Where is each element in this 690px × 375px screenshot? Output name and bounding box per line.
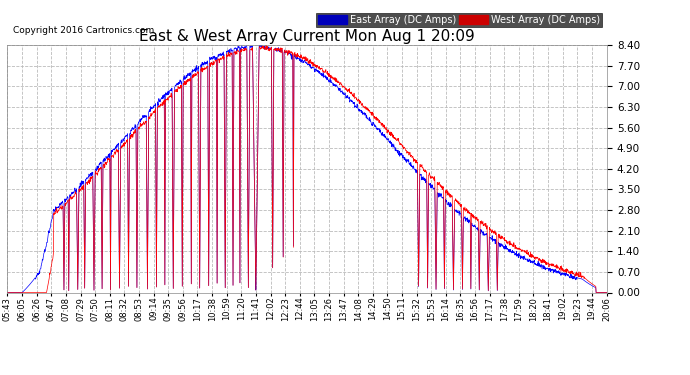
Text: Copyright 2016 Cartronics.com: Copyright 2016 Cartronics.com xyxy=(13,26,154,35)
Title: East & West Array Current Mon Aug 1 20:09: East & West Array Current Mon Aug 1 20:0… xyxy=(139,29,475,44)
Legend: East Array (DC Amps), West Array (DC Amps): East Array (DC Amps), West Array (DC Amp… xyxy=(316,13,602,27)
